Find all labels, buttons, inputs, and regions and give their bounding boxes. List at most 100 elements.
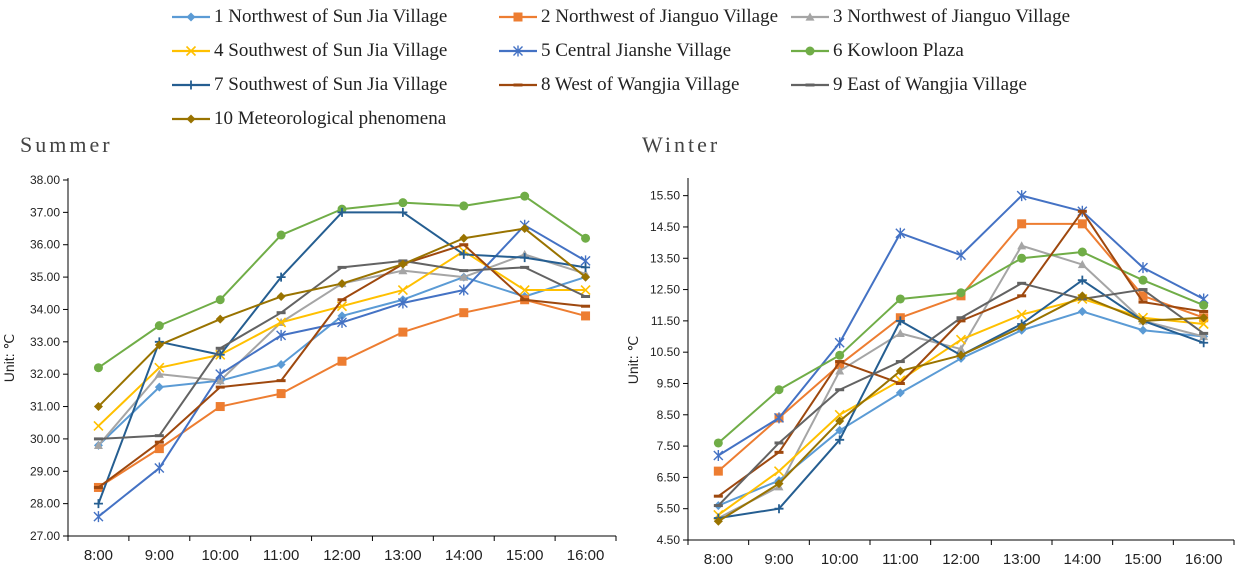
summer-data-point: [93, 437, 103, 441]
winter-data-point: [956, 344, 966, 353]
summer-x-tick-label: 12:00: [323, 547, 361, 564]
summer-data-point: [337, 279, 347, 289]
summer-data-point: [215, 295, 225, 305]
summer-y-axis-label: Unit: ℃: [1, 334, 17, 382]
winter-data-point: [1138, 288, 1148, 292]
winter-y-tick-label: 14.50: [650, 220, 680, 234]
legend-item: 3 Northwest of Jianguo Village: [789, 4, 1070, 30]
winter-y-tick-label: 13.50: [650, 251, 680, 265]
winter-data-point: [835, 435, 845, 445]
winter-x-tick-label: 10:00: [821, 551, 859, 568]
winter-data-point: [774, 504, 784, 514]
summer-y-tick-label: 35.00: [30, 270, 60, 284]
winter-data-point: [834, 337, 845, 349]
winter-data-point: [1138, 262, 1148, 274]
legend-marker: [513, 12, 523, 22]
legend-item: 8 West of Wangjia Village: [497, 72, 739, 98]
summer-data-point: [276, 359, 286, 369]
summer-line-chart: 27.00 28.00 29.00 30.00 31.00 32.00 33.00 34.00…: [1, 173, 617, 564]
legend-label: 5 Central Jianshe Village: [541, 40, 732, 61]
summer-data-point: [581, 272, 591, 282]
legend-item: 10 Meteorological phenomena: [170, 106, 446, 132]
summer-x-tick-label: 15:00: [506, 547, 544, 564]
summer-data-point: [581, 233, 591, 243]
summer-series-8: [93, 243, 591, 489]
winter-data-point: [774, 450, 784, 454]
summer-data-point: [580, 284, 591, 296]
legend-swatch: [791, 83, 829, 87]
summer-data-point: [276, 311, 286, 315]
summer-data-point: [337, 311, 347, 321]
winter-data-point: [1077, 209, 1087, 213]
legend-label: 4 Southwest of Sun Jia Village: [214, 40, 448, 61]
summer-data-point: [459, 269, 469, 273]
winter-x-tick-label: 11:00: [882, 551, 918, 568]
winter-data-point: [1017, 322, 1027, 332]
legend-marker: [513, 45, 523, 57]
summer-y-tick-label: 38.00: [30, 173, 60, 187]
legend-swatch: [499, 83, 537, 87]
summer-data-point: [337, 265, 347, 269]
winter-data-point: [1138, 275, 1148, 285]
winter-data-point: [895, 328, 905, 337]
legend-swatch: [791, 12, 829, 21]
winter-data-point: [955, 334, 967, 345]
summer-data-point: [520, 298, 530, 302]
winter-data-point: [774, 412, 784, 424]
summer-data-point: [93, 440, 103, 449]
summer-data-point: [520, 265, 530, 269]
legend-item: 2 Northwest of Jianguo Village: [497, 4, 778, 30]
winter-series-1: [713, 306, 1209, 511]
summer-data-point: [215, 368, 226, 380]
winter-data-point: [895, 294, 905, 304]
winter-y-tick-label: 11.50: [651, 314, 680, 328]
summer-data-point: [520, 253, 530, 263]
summer-y-tick-label: 37.00: [30, 205, 60, 219]
winter-x-tick-label: 8:00: [704, 551, 733, 568]
summer-data-point: [459, 308, 469, 318]
legend-swatch: [172, 45, 210, 57]
winter-y-tick-label: 10.50: [650, 345, 680, 359]
winter-data-point: [1138, 291, 1148, 301]
summer-data-point: [154, 362, 165, 373]
summer-data-point: [520, 224, 530, 234]
winter-series-10: [713, 291, 1209, 526]
winter-data-point: [1017, 253, 1027, 263]
legend-label: 6 Kowloon Plaza: [833, 40, 964, 61]
winter-x-tick-label: 9:00: [764, 551, 793, 568]
winter-data-point: [956, 316, 966, 320]
summer-data-point: [398, 207, 408, 217]
winter-series-8: [713, 209, 1209, 498]
summer-data-point: [581, 295, 591, 299]
summer-data-point: [398, 327, 408, 337]
legend-label: 8 West of Wangjia Village: [541, 74, 740, 95]
legend-label: 10 Meteorological phenomena: [214, 108, 447, 129]
winter-x-tick-label: 14:00: [1064, 551, 1102, 568]
winter-data-point: [835, 350, 845, 360]
winter-data-point: [713, 449, 724, 461]
winter-data-point: [895, 381, 905, 385]
winter-chart-panel: Winter 4.50 5.50 6.50 7.50 8.50 9.50 10.50 11.5…: [620, 130, 1240, 568]
legend-item: 5 Central Jianshe Village: [497, 38, 731, 64]
winter-data-point: [1138, 300, 1148, 304]
legend-label: 9 East of Wangjia Village: [833, 74, 1027, 95]
summer-data-point: [215, 402, 225, 412]
summer-series-line: [97, 250, 586, 427]
winter-data-point: [1077, 306, 1087, 316]
winter-data-point: [835, 425, 845, 435]
legend-item: 1 Northwest of Sun Jia Village: [170, 4, 447, 30]
winter-data-point: [1077, 247, 1087, 257]
summer-data-point: [520, 191, 530, 201]
summer-data-point: [276, 292, 286, 302]
summer-data-point: [154, 321, 164, 331]
summer-data-point: [337, 298, 347, 302]
summer-data-point: [154, 440, 164, 444]
summer-chart-title: Summer: [20, 132, 113, 157]
winter-x-tick-label: 16:00: [1185, 551, 1223, 568]
winter-data-point: [835, 366, 845, 375]
legend-marker: [513, 83, 523, 87]
winter-y-tick-label: 15.50: [650, 189, 680, 203]
legend-marker: [186, 80, 196, 90]
summer-data-point: [93, 511, 104, 523]
summer-data-point: [154, 340, 164, 350]
